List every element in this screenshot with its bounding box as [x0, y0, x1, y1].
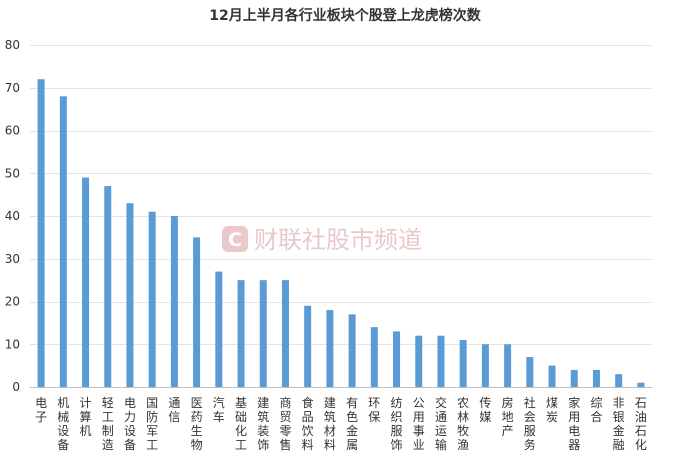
bar: [526, 357, 534, 387]
watermark: C 财联社股市频道: [222, 226, 422, 254]
x-tick-label: 综合: [590, 396, 602, 424]
y-tick-label: 20: [5, 295, 20, 309]
y-tick-label: 80: [5, 38, 20, 52]
x-tick-label: 环保: [368, 396, 380, 424]
bar: [437, 335, 445, 387]
y-tick-label: 30: [5, 252, 20, 266]
bar: [370, 327, 378, 387]
bar: [637, 382, 645, 387]
bar: [504, 344, 512, 387]
x-tick-label: 公用事业: [413, 396, 425, 452]
x-tick-label: 社会服务: [524, 395, 536, 452]
bar: [304, 305, 312, 387]
bar: [170, 216, 178, 387]
y-tick-label: 0: [12, 380, 20, 394]
watermark-logo-icon: C: [222, 226, 248, 252]
x-tick-label: 电子: [35, 396, 47, 424]
x-tick-label: 汽车: [213, 395, 225, 424]
x-tick-label: 传媒: [479, 395, 491, 424]
bar: [415, 335, 423, 387]
x-tick-label: 家用电器: [568, 395, 580, 452]
bars: [37, 79, 645, 388]
x-tick-label: 食品饮料: [302, 395, 314, 452]
bar: [104, 186, 112, 387]
watermark-logo-letter: C: [228, 229, 242, 251]
bar: [215, 271, 223, 387]
x-tick-label: 有色金属: [346, 396, 358, 452]
y-axis-ticks: 0 10 20 30 40 50 60 70 80: [5, 38, 20, 394]
bar: [326, 310, 334, 387]
bar: [281, 280, 289, 388]
bar: [548, 365, 556, 388]
chart-title: 12月上半月各行业板块个股登上龙虎榜次数: [209, 7, 481, 24]
bar: [570, 369, 578, 387]
y-tick-label: 70: [5, 81, 20, 95]
y-tick-label: 40: [5, 209, 20, 223]
x-tick-label: 建筑材料: [324, 396, 336, 452]
x-tick-label: 石油石化: [635, 396, 647, 452]
bar: [82, 177, 90, 387]
bar: [592, 369, 600, 387]
bar: [237, 280, 245, 388]
gridlines: [30, 45, 652, 345]
x-tick-label: 农林牧渔: [457, 396, 469, 452]
bar: [393, 331, 401, 387]
x-tick-label: 纺织服饰: [391, 396, 403, 452]
x-tick-label: 商贸零售: [279, 395, 291, 452]
bar: [193, 237, 201, 388]
bar: [126, 203, 134, 387]
x-tick-label: 建筑装饰: [257, 396, 269, 452]
bar: [37, 79, 45, 387]
x-tick-label: 电力设备: [124, 396, 136, 452]
x-axis-ticks: 电子机械设备计算机轻工制造电力设备国防军工通信医药生物汽车基础化工建筑装饰商贸零…: [35, 395, 647, 452]
bar: [59, 96, 67, 388]
x-tick-label: 非银金融: [613, 396, 625, 452]
x-tick-label: 计算机: [80, 396, 92, 438]
x-tick-label: 医药生物: [191, 396, 203, 452]
x-tick-label: 轻工制造: [102, 396, 114, 452]
y-tick-label: 60: [5, 124, 20, 138]
x-tick-label: 房地产: [502, 395, 514, 438]
y-tick-label: 10: [5, 337, 20, 351]
bar: [348, 314, 356, 387]
y-tick-label: 50: [5, 166, 20, 180]
bar: [615, 374, 623, 387]
x-tick-label: 通信: [168, 396, 180, 424]
x-tick-label: 交通运输: [435, 395, 447, 452]
x-tick-label: 煤炭: [546, 396, 558, 424]
bar: [259, 280, 267, 388]
x-tick-label: 基础化工: [235, 396, 247, 452]
x-tick-label: 国防军工: [146, 396, 158, 452]
bar: [459, 339, 467, 387]
watermark-text: 财联社股市频道: [254, 226, 422, 254]
x-tick-label: 机械设备: [57, 396, 69, 452]
bar: [481, 344, 489, 387]
bar: [148, 211, 156, 387]
